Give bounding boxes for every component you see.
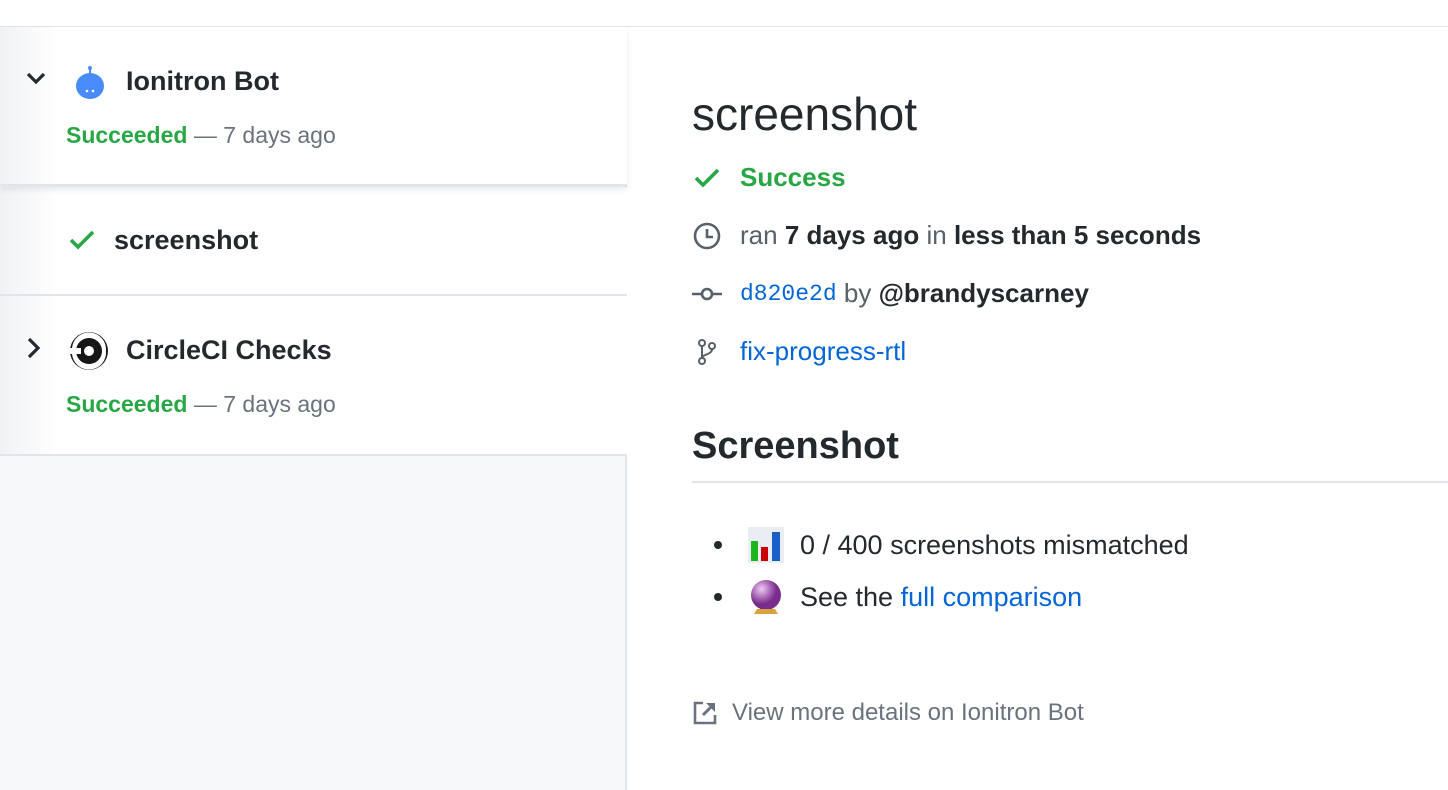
full-comparison-link[interactable]: full comparison — [900, 581, 1083, 612]
check-icon — [694, 168, 720, 188]
branch-icon — [698, 338, 716, 365]
suite-name: Ionitron Bot — [126, 66, 279, 96]
suite-name: CircleCI Checks — [126, 335, 332, 365]
suite-time: 7 days ago — [223, 122, 336, 148]
run-name: screenshot — [114, 225, 259, 255]
list-item: See the full comparison — [714, 571, 1189, 623]
list-item: 0 / 400 screenshots mismatched — [714, 519, 1189, 571]
view-more-text[interactable]: View more details on Ionitron Bot — [732, 699, 1084, 726]
suite-status-line: Succeeded — 7 days ago — [66, 391, 336, 418]
ran-line: ran 7 days ago in less than 5 seconds — [692, 220, 1201, 251]
divider — [692, 481, 1448, 483]
chevron-down-icon[interactable] — [25, 71, 47, 87]
clock-icon — [693, 222, 721, 249]
branch-link[interactable]: fix-progress-rtl — [740, 336, 907, 366]
suite-status: Succeeded — [66, 122, 188, 148]
in-label: in — [926, 220, 947, 250]
mismatch-count: 0 / 400 screenshots mismatched — [800, 529, 1189, 560]
commit-sha-link[interactable]: d820e2d — [740, 280, 837, 307]
suite-ionitron-bot[interactable]: Ionitron Bot Succeeded — 7 days ago — [0, 27, 627, 186]
separator: — — [193, 122, 217, 148]
view-more-link[interactable]: View more details on Ionitron Bot — [692, 699, 1084, 727]
ran-time: 7 days ago — [784, 220, 920, 250]
crystal-ball-icon — [751, 580, 781, 614]
by-label: by — [843, 278, 872, 308]
checks-sidebar: Ionitron Bot Succeeded — 7 days ago scre… — [0, 27, 627, 790]
circleci-icon — [69, 332, 108, 370]
ionitron-bot-icon — [76, 66, 104, 99]
suite-status: Succeeded — [66, 391, 188, 417]
ran-label: ran — [740, 220, 778, 250]
top-bar — [0, 0, 1448, 27]
section-heading: Screenshot — [692, 425, 899, 467]
see-label: See the — [800, 581, 894, 612]
chevron-right-icon[interactable] — [26, 336, 42, 360]
suite-time: 7 days ago — [223, 391, 336, 417]
separator: — — [193, 391, 217, 417]
summary-list: 0 / 400 screenshots mismatched See the f… — [714, 519, 1189, 623]
suite-circleci[interactable]: CircleCI Checks Succeeded — 7 days ago — [0, 296, 627, 456]
commit-icon — [692, 287, 722, 300]
author[interactable]: @brandyscarney — [878, 278, 1089, 308]
suite-status-line: Succeeded — 7 days ago — [66, 122, 336, 149]
run-screenshot[interactable]: screenshot — [0, 187, 627, 296]
external-link-icon — [693, 701, 717, 725]
check-icon — [69, 230, 95, 250]
status-text: Success — [740, 162, 846, 192]
commit-line: d820e2d by @brandyscarney — [692, 278, 1089, 309]
bar-chart-icon — [748, 527, 784, 563]
duration: less than 5 seconds — [953, 220, 1202, 250]
status-line: Success — [692, 162, 846, 193]
branch-line: fix-progress-rtl — [692, 336, 906, 367]
page-title: screenshot — [692, 88, 918, 140]
